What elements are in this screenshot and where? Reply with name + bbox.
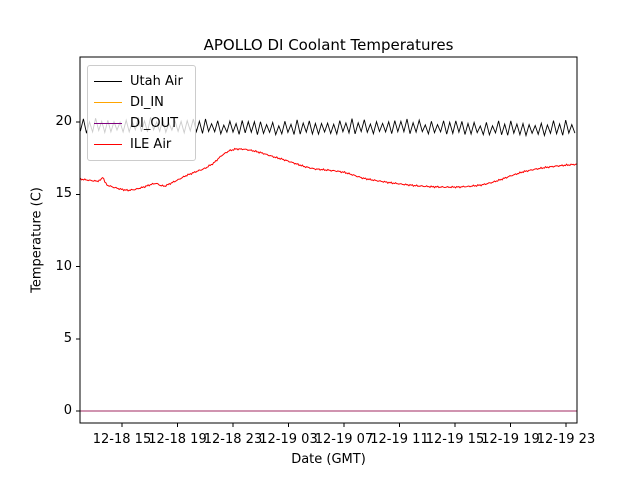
chart-title: APOLLO DI Coolant Temperatures — [203, 36, 454, 54]
tick-marks — [76, 121, 567, 427]
axes-frame — [79, 56, 578, 424]
x-tick-label: 12-19 07 — [314, 432, 374, 447]
legend-line-swatch-di-out — [94, 123, 122, 124]
legend-line-swatch-ile-air — [94, 144, 122, 145]
x-tick-label: 12-18 23 — [203, 432, 263, 447]
legend-label-ile-air: ILE Air — [130, 137, 172, 152]
legend-label-di-in: DI_IN — [130, 95, 164, 110]
series-ile-air-line — [79, 147, 578, 192]
legend-entry-di-out: DI_OUT — [94, 113, 187, 134]
legend-label-di-out: DI_OUT — [130, 116, 179, 131]
x-tick-label: 12-19 15 — [425, 432, 485, 447]
y-tick-label: 10 — [55, 258, 72, 274]
x-tick-label: 12-19 03 — [259, 432, 318, 447]
legend-entry-ile-air: ILE Air — [94, 134, 187, 155]
y-tick-label: 0 — [63, 403, 72, 418]
series-group — [79, 117, 578, 412]
legend: Utah Air DI_IN DI_OUT ILE Air — [87, 65, 196, 161]
legend-entry-di-in: DI_IN — [94, 92, 187, 113]
x-tick-label: 12-18 15 — [92, 432, 152, 447]
legend-entry-utah-air: Utah Air — [94, 71, 187, 92]
y-axis-label: Temperature (C) — [29, 187, 45, 293]
x-tick-label: 12-19 11 — [370, 432, 429, 447]
y-tick-label: 20 — [55, 114, 72, 129]
x-tick-label: 12-18 19 — [148, 432, 207, 447]
legend-line-swatch-utah-air — [94, 81, 122, 82]
y-tick-label: 5 — [63, 330, 72, 346]
legend-line-swatch-di-in — [94, 102, 122, 103]
x-tick-label: 12-19 23 — [536, 432, 596, 447]
x-axis-label: Date (GMT) — [291, 452, 366, 467]
y-tick-label: 15 — [55, 186, 72, 202]
x-tick-label: 12-19 19 — [481, 432, 540, 447]
legend-label-utah-air: Utah Air — [130, 74, 183, 89]
